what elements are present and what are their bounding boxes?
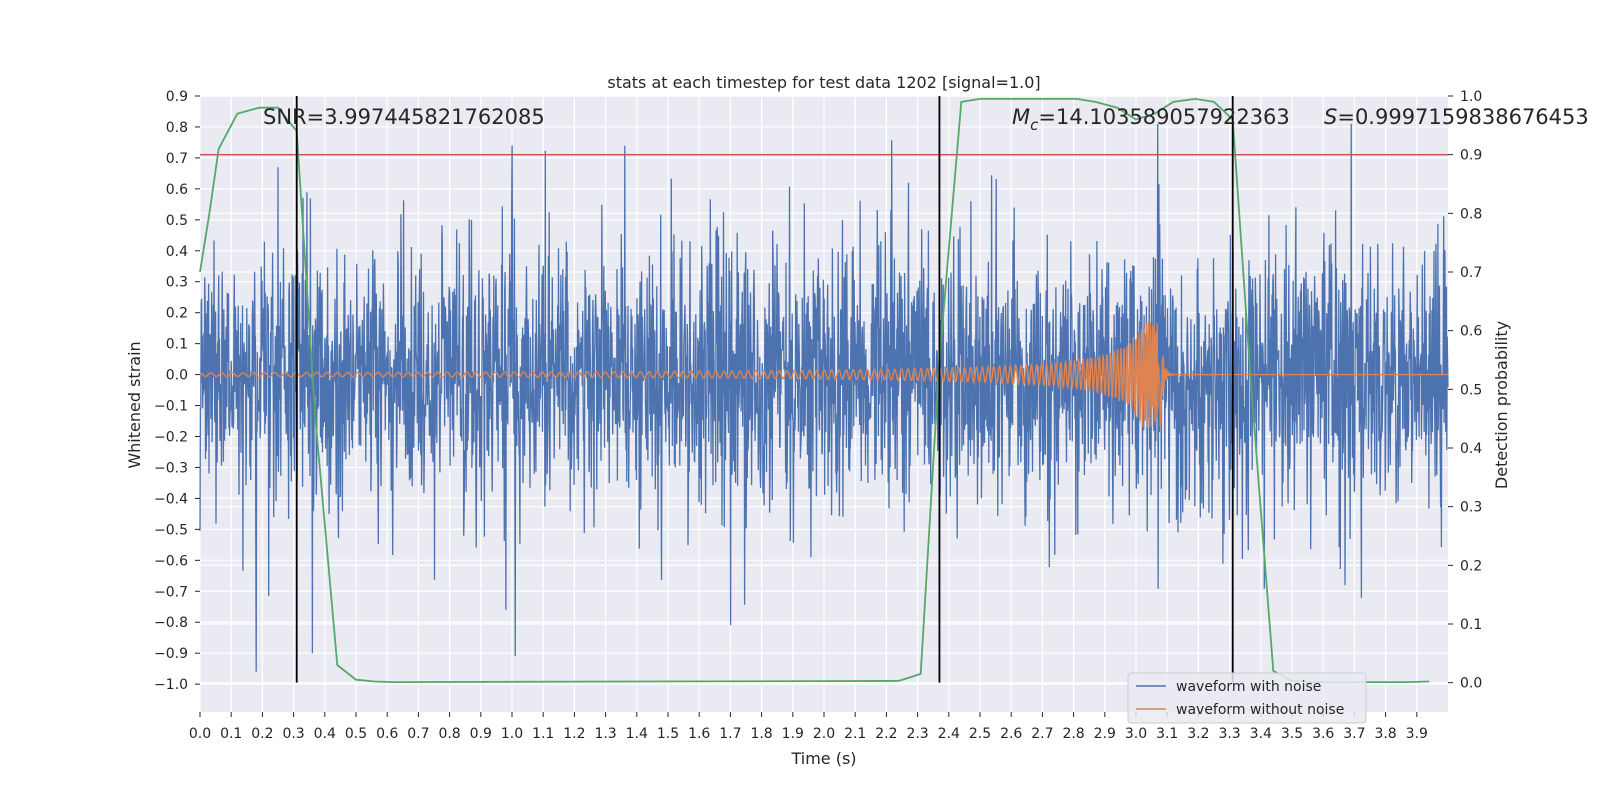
x-tick-label: 0.1: [220, 726, 242, 742]
y-tick-label: −0.4: [154, 491, 188, 507]
y-tick-label: 0.0: [166, 368, 188, 384]
x-tick-label: 3.6: [1312, 726, 1334, 742]
event-markers: [295, 96, 1234, 683]
y-tick-label: 0.2: [166, 306, 188, 322]
y-tick-label: −0.2: [154, 430, 188, 446]
legend-label-noise: waveform with noise: [1176, 679, 1321, 695]
x-tick-label: 1.4: [626, 726, 648, 742]
series-waveform-with-noise: [199, 123, 1449, 672]
x-tick-label: 2.7: [1031, 726, 1053, 742]
x-tick-label: 0.0: [189, 726, 211, 742]
y-tick-label: −0.3: [154, 460, 188, 476]
x-tick-label: 3.9: [1406, 726, 1428, 742]
y-tick-label: −0.7: [154, 584, 188, 600]
x-tick-label: 3.8: [1374, 726, 1396, 742]
y2-axis-title: Detection probability: [1492, 321, 1511, 489]
x-tick-label: 1.7: [719, 726, 741, 742]
y-tick-label: −0.8: [154, 615, 188, 631]
x-tick-label: 0.5: [345, 726, 367, 742]
y2-axis-ticks: 0.0 0.1 0.2 0.3 0.4 0.5 0.6 0.7 0.8 0.9 1.0: [1448, 89, 1482, 692]
y-tick-label: 0.1: [166, 337, 188, 353]
x-tick-label: 2.0: [813, 726, 835, 742]
x-tick-label: 3.7: [1343, 726, 1365, 742]
x-tick-label: 1.0: [501, 726, 523, 742]
x-tick-label: 0.8: [438, 726, 460, 742]
x-tick-label: 2.3: [906, 726, 928, 742]
y-tick-label: 0.7: [166, 151, 188, 167]
y-tick-label: −0.6: [154, 553, 188, 569]
x-tick-label: 1.2: [563, 726, 585, 742]
x-tick-label: 1.3: [594, 726, 616, 742]
y-tick-label: −0.1: [154, 399, 188, 415]
legend: waveform with noise waveform without noi…: [1127, 672, 1367, 724]
chart-title: stats at each timestep for test data 120…: [607, 73, 1040, 92]
chirp-line: [199, 322, 1448, 428]
y2-tick-label: 0.1: [1460, 617, 1482, 633]
x-tick-label: 2.2: [875, 726, 897, 742]
x-tick-label: 0.3: [282, 726, 304, 742]
chirp-mass-annotation: Mc=14.103589057922363: [1012, 105, 1290, 134]
y-axis-title: Whitened strain: [125, 341, 144, 468]
x-tick-label: 1.6: [688, 726, 710, 742]
snr-annotation: SNR=3.997445821762085: [263, 105, 545, 129]
y-tick-label: 0.9: [166, 89, 188, 105]
x-tick-label: 2.9: [1094, 726, 1116, 742]
y2-tick-label: 0.3: [1460, 500, 1482, 516]
x-tick-label: 2.6: [1000, 726, 1022, 742]
x-tick-label: 3.1: [1156, 726, 1178, 742]
y-tick-label: −0.5: [154, 522, 188, 538]
legend-box: [1127, 672, 1367, 724]
y2-tick-label: 0.9: [1460, 148, 1482, 164]
y2-tick-label: 0.5: [1460, 382, 1482, 398]
x-tick-label: 0.4: [314, 726, 336, 742]
y-tick-label: 0.8: [166, 120, 188, 136]
noise-line: [199, 123, 1449, 672]
y2-tick-label: 0.2: [1460, 558, 1482, 574]
y-tick-label: 0.5: [166, 213, 188, 229]
x-tick-label: 0.7: [407, 726, 429, 742]
y-tick-label: −1.0: [154, 677, 188, 693]
x-tick-label: 2.1: [844, 726, 866, 742]
y-tick-label: −0.9: [154, 646, 188, 662]
y-axis-ticks: 0.9 0.8 0.7 0.6 0.5 0.4 0.3 0.2 0.1 0.0 −0.1 −0.2 −0…: [154, 89, 200, 693]
series-waveform-without-noise: [199, 322, 1448, 428]
y-tick-label: 0.4: [166, 244, 188, 260]
x-tick-label: 1.5: [657, 726, 679, 742]
y2-tick-label: 0.0: [1460, 676, 1482, 692]
x-tick-label: 2.4: [938, 726, 960, 742]
x-tick-label: 0.9: [470, 726, 492, 742]
x-tick-label: 0.6: [376, 726, 398, 742]
x-tick-label: 1.9: [782, 726, 804, 742]
y2-tick-label: 0.4: [1460, 441, 1482, 457]
y2-tick-label: 0.7: [1460, 265, 1482, 281]
x-tick-label: 1.8: [750, 726, 772, 742]
legend-label-clean: waveform without noise: [1176, 702, 1344, 718]
y2-tick-label: 1.0: [1460, 89, 1482, 105]
x-tick-label: 3.2: [1187, 726, 1209, 742]
x-tick-label: 3.4: [1250, 726, 1272, 742]
y2-tick-label: 0.6: [1460, 324, 1482, 340]
score-annotation: S=0.9997159838676453: [1324, 105, 1589, 129]
y2-tick-label: 0.8: [1460, 206, 1482, 222]
x-tick-label: 2.5: [969, 726, 991, 742]
x-axis-title: Time (s): [790, 749, 856, 768]
x-tick-label: 3.0: [1125, 726, 1147, 742]
x-tick-label: 0.2: [251, 726, 273, 742]
x-tick-label: 3.5: [1281, 726, 1303, 742]
x-tick-label: 1.1: [532, 726, 554, 742]
x-tick-label: 3.3: [1218, 726, 1240, 742]
x-tick-label: 2.8: [1062, 726, 1084, 742]
y-tick-label: 0.3: [166, 275, 188, 291]
y-tick-label: 0.6: [166, 182, 188, 198]
